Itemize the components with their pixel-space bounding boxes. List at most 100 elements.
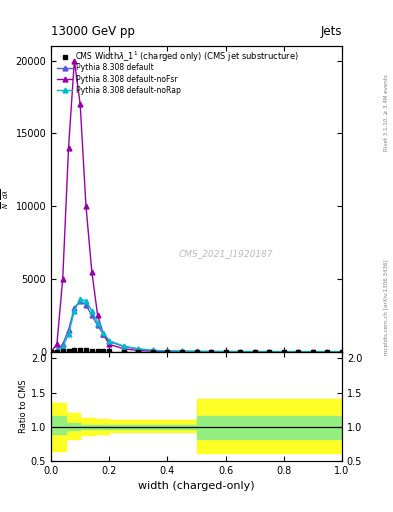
Pythia 8.308 default-noFsr	[180, 349, 184, 355]
Pythia 8.308 default	[296, 349, 301, 355]
Pythia 8.308 default-noFsr	[84, 203, 88, 209]
Pythia 8.308 default	[136, 346, 141, 352]
Pythia 8.308 default	[325, 349, 330, 355]
Pythia 8.308 default-noRap	[165, 348, 170, 354]
Pythia 8.308 default-noRap	[310, 349, 315, 355]
Pythia 8.308 default-noFsr	[90, 269, 94, 275]
Pythia 8.308 default-noRap	[49, 349, 53, 355]
CMS	[310, 349, 315, 355]
Pythia 8.308 default	[101, 331, 106, 337]
Pythia 8.308 default-noRap	[151, 347, 155, 353]
CMS	[72, 348, 77, 354]
Pythia 8.308 default-noRap	[325, 349, 330, 355]
Pythia 8.308 default	[84, 302, 88, 308]
CMS	[165, 349, 170, 355]
Pythia 8.308 default	[72, 305, 77, 311]
Pythia 8.308 default-noRap	[84, 297, 88, 304]
Pythia 8.308 default-noFsr	[281, 349, 286, 355]
Pythia 8.308 default-noRap	[194, 348, 199, 354]
CMS	[101, 348, 106, 354]
Pythia 8.308 default-noFsr	[165, 349, 170, 355]
Pythia 8.308 default-noRap	[296, 349, 301, 355]
CMS	[95, 348, 100, 354]
CMS	[55, 349, 59, 355]
Pythia 8.308 default	[194, 348, 199, 354]
CMS	[267, 349, 272, 355]
CMS	[296, 349, 301, 355]
CMS	[84, 348, 88, 354]
Pythia 8.308 default-noFsr	[340, 349, 344, 355]
Pythia 8.308 default-noFsr	[78, 101, 83, 108]
Pythia 8.308 default-noRap	[78, 296, 83, 303]
Pythia 8.308 default-noFsr	[55, 342, 59, 348]
Pythia 8.308 default	[78, 297, 83, 304]
Pythia 8.308 default-noFsr	[101, 331, 106, 337]
Pythia 8.308 default-noFsr	[209, 349, 213, 355]
Pythia 8.308 default-noRap	[136, 346, 141, 352]
X-axis label: width (charged-only): width (charged-only)	[138, 481, 255, 491]
CMS	[223, 349, 228, 355]
Text: Jets: Jets	[320, 26, 342, 38]
Pythia 8.308 default-noRap	[252, 349, 257, 355]
Text: mcplots.cern.ch [arXiv:1306.3436]: mcplots.cern.ch [arXiv:1306.3436]	[384, 260, 389, 355]
CMS	[180, 349, 184, 355]
Pythia 8.308 default-noRap	[55, 348, 59, 354]
Pythia 8.308 default	[340, 349, 344, 355]
Line: CMS: CMS	[49, 348, 344, 354]
Pythia 8.308 default-noRap	[95, 319, 100, 326]
Pythia 8.308 default-noFsr	[252, 349, 257, 355]
Pythia 8.308 default-noRap	[340, 349, 344, 355]
Text: 13000 GeV pp: 13000 GeV pp	[51, 26, 135, 38]
Pythia 8.308 default	[107, 338, 112, 345]
Pythia 8.308 default-noRap	[180, 348, 184, 354]
Pythia 8.308 default	[281, 349, 286, 355]
Pythia 8.308 default-noRap	[267, 349, 272, 355]
Pythia 8.308 default-noFsr	[267, 349, 272, 355]
Pythia 8.308 default	[223, 349, 228, 355]
CMS	[61, 348, 65, 354]
Pythia 8.308 default-noFsr	[49, 349, 53, 355]
Pythia 8.308 default	[180, 348, 184, 354]
Pythia 8.308 default-noRap	[101, 330, 106, 336]
Pythia 8.308 default-noFsr	[136, 348, 141, 354]
CMS	[136, 349, 141, 355]
CMS	[107, 348, 112, 354]
Pythia 8.308 default	[238, 349, 242, 355]
Y-axis label: $\frac{1}{N}$ $\frac{dN}{d\lambda}$: $\frac{1}{N}$ $\frac{dN}{d\lambda}$	[0, 188, 11, 209]
Y-axis label: Ratio to CMS: Ratio to CMS	[19, 379, 28, 433]
CMS	[281, 349, 286, 355]
Line: Pythia 8.308 default-noRap: Pythia 8.308 default-noRap	[49, 297, 344, 354]
CMS	[252, 349, 257, 355]
Pythia 8.308 default-noRap	[72, 308, 77, 314]
CMS	[325, 349, 330, 355]
Pythia 8.308 default	[121, 344, 126, 350]
Pythia 8.308 default-noFsr	[107, 342, 112, 348]
Line: Pythia 8.308 default: Pythia 8.308 default	[49, 298, 344, 354]
Pythia 8.308 default-noFsr	[194, 349, 199, 355]
Pythia 8.308 default	[90, 312, 94, 318]
Pythia 8.308 default-noRap	[209, 349, 213, 355]
Pythia 8.308 default-noRap	[61, 344, 65, 350]
Pythia 8.308 default-noRap	[223, 349, 228, 355]
Pythia 8.308 default	[310, 349, 315, 355]
CMS	[90, 348, 94, 354]
Pythia 8.308 default-noFsr	[121, 346, 126, 352]
CMS	[238, 349, 242, 355]
Pythia 8.308 default-noFsr	[325, 349, 330, 355]
Pythia 8.308 default-noFsr	[223, 349, 228, 355]
Text: Rivet 3.1.10, ≥ 3.4M events: Rivet 3.1.10, ≥ 3.4M events	[384, 74, 389, 151]
CMS	[151, 349, 155, 355]
CMS	[121, 349, 126, 355]
Pythia 8.308 default-noFsr	[72, 57, 77, 63]
Pythia 8.308 default-noRap	[90, 308, 94, 314]
Pythia 8.308 default-noFsr	[61, 276, 65, 282]
Pythia 8.308 default-noRap	[66, 331, 71, 337]
CMS	[49, 349, 53, 355]
CMS	[194, 349, 199, 355]
Pythia 8.308 default-noFsr	[95, 312, 100, 318]
Pythia 8.308 default	[151, 347, 155, 353]
Pythia 8.308 default-noRap	[281, 349, 286, 355]
Pythia 8.308 default	[165, 348, 170, 354]
Pythia 8.308 default-noFsr	[296, 349, 301, 355]
CMS	[340, 349, 344, 355]
